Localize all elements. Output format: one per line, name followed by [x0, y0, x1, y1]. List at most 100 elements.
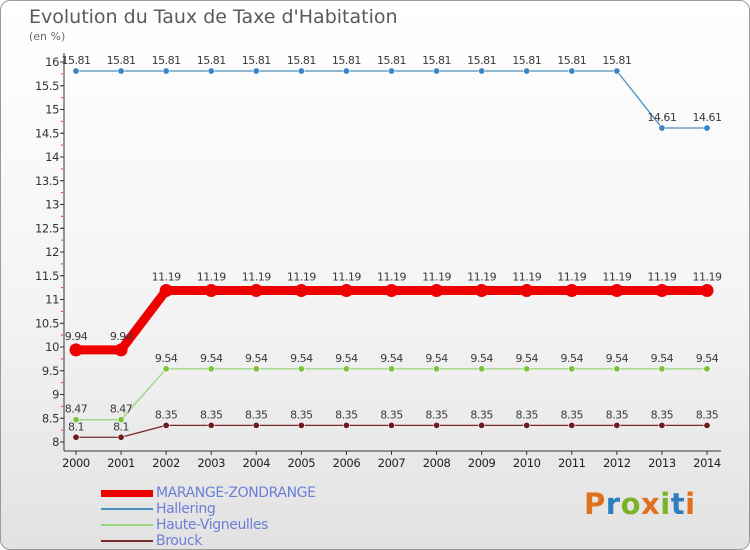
- data-point-brouck: [342, 421, 350, 429]
- data-label-marange-zondrange: 11.19: [152, 270, 181, 283]
- data-label-hallering: 14.61: [693, 111, 722, 124]
- data-point-hallering: [478, 67, 486, 75]
- data-label-hallering: 14.61: [647, 111, 676, 124]
- data-label-marange-zondrange: 11.19: [377, 270, 406, 283]
- data-label-marange-zondrange: 11.19: [422, 270, 451, 283]
- data-label-marange-zondrange: 11.19: [602, 270, 631, 283]
- data-label-haute-vigneulles: 9.54: [561, 352, 584, 365]
- y-tick-label: 11.5: [35, 269, 59, 283]
- y-tick-label: 10.5: [35, 316, 59, 330]
- data-label-hallering: 15.81: [557, 54, 586, 67]
- data-point-haute-vigneulles: [117, 416, 125, 424]
- data-label-brouck: 8.35: [245, 408, 268, 421]
- data-label-marange-zondrange: 11.19: [287, 270, 316, 283]
- data-point-brouck: [207, 421, 215, 429]
- logo-letter: t: [670, 487, 686, 521]
- data-label-brouck: 8.1: [113, 420, 129, 433]
- data-point-hallering: [613, 67, 621, 75]
- data-point-hallering: [387, 67, 395, 75]
- x-tick-label: 2002: [152, 456, 180, 470]
- data-point-haute-vigneulles: [342, 365, 350, 373]
- data-point-brouck: [252, 421, 260, 429]
- data-label-brouck: 8.35: [651, 408, 674, 421]
- data-label-brouck: 8.1: [68, 420, 84, 433]
- legend-label: Brouck: [156, 533, 202, 549]
- x-tick-label: 2001: [107, 456, 135, 470]
- x-tick-label: 2000: [62, 456, 90, 470]
- data-point-marange-zondrange: [69, 343, 83, 357]
- x-tick-label: 2003: [197, 456, 225, 470]
- data-label-hallering: 15.81: [422, 54, 451, 67]
- series-line-hallering: [76, 70, 707, 129]
- data-point-marange-zondrange: [339, 283, 353, 297]
- x-ticks: 2000 2001 2002 2003 2004 2005 2006 2007 2008 2009…: [62, 451, 721, 470]
- data-point-hallering: [568, 67, 576, 75]
- y-tick-label: 11: [45, 293, 59, 307]
- data-label-hallering: 15.81: [467, 54, 496, 67]
- x-tick-label: 2013: [648, 456, 676, 470]
- data-label-haute-vigneulles: 9.54: [606, 352, 629, 365]
- legend-swatch: [101, 540, 153, 542]
- data-point-haute-vigneulles: [297, 365, 305, 373]
- data-label-brouck: 8.35: [425, 408, 448, 421]
- data-label-marange-zondrange: 11.19: [647, 270, 676, 283]
- data-label-marange-zondrange: 11.19: [467, 270, 496, 283]
- proxiti-logo: Proxiti: [584, 487, 696, 521]
- data-point-brouck: [658, 421, 666, 429]
- y-tick-label: 12.5: [35, 221, 59, 235]
- data-label-haute-vigneulles: 9.54: [651, 352, 674, 365]
- logo-letter: i: [660, 487, 671, 521]
- data-point-brouck: [297, 421, 305, 429]
- data-label-brouck: 8.35: [515, 408, 538, 421]
- data-label-haute-vigneulles: 9.54: [470, 352, 493, 365]
- x-tick-label: 2014: [693, 456, 721, 470]
- data-point-brouck: [523, 421, 531, 429]
- data-point-marange-zondrange: [610, 283, 624, 297]
- data-point-haute-vigneulles: [523, 365, 531, 373]
- data-point-marange-zondrange: [204, 283, 218, 297]
- data-point-brouck: [162, 421, 170, 429]
- data-point-marange-zondrange: [249, 283, 263, 297]
- chart-title: Evolution du Taux de Taxe d'Habitation: [29, 6, 398, 28]
- data-label-marange-zondrange: 11.19: [512, 270, 541, 283]
- data-point-marange-zondrange: [159, 283, 173, 297]
- data-label-hallering: 15.81: [377, 54, 406, 67]
- data-point-marange-zondrange: [114, 343, 128, 357]
- data-label-haute-vigneulles: 9.54: [290, 352, 313, 365]
- data-label-hallering: 15.81: [107, 54, 136, 67]
- data-point-hallering: [117, 67, 125, 75]
- data-label-haute-vigneulles: 9.54: [425, 352, 448, 365]
- data-point-brouck: [72, 433, 80, 441]
- x-tick-label: 2007: [378, 456, 406, 470]
- legend-item-haute-vigneulles: Haute-Vigneulles: [101, 517, 316, 533]
- data-label-haute-vigneulles: 9.54: [696, 352, 719, 365]
- legend-swatch: [101, 489, 153, 497]
- data-label-hallering: 15.81: [197, 54, 226, 67]
- data-label-haute-vigneulles: 9.54: [515, 352, 538, 365]
- legend-swatch: [101, 524, 153, 526]
- data-point-brouck: [568, 421, 576, 429]
- data-point-marange-zondrange: [655, 283, 669, 297]
- y-tick-label: 14.5: [35, 126, 59, 140]
- data-label-marange-zondrange: 9.94: [110, 330, 133, 343]
- data-label-brouck: 8.35: [335, 408, 358, 421]
- data-label-haute-vigneulles: 9.54: [200, 352, 223, 365]
- x-tick-label: 2005: [288, 456, 316, 470]
- legend-item-brouck: Brouck: [101, 533, 316, 549]
- data-point-haute-vigneulles: [568, 365, 576, 373]
- data-label-hallering: 15.81: [602, 54, 631, 67]
- data-point-hallering: [297, 67, 305, 75]
- data-point-haute-vigneulles: [252, 365, 260, 373]
- y-tick-label: 15: [45, 103, 59, 117]
- data-label-haute-vigneulles: 8.47: [65, 403, 88, 416]
- data-point-hallering: [342, 67, 350, 75]
- y-tick-label: 16: [45, 55, 59, 69]
- legend-item-hallering: Hallering: [101, 501, 316, 517]
- data-label-hallering: 15.81: [332, 54, 361, 67]
- x-tick-label: 2006: [333, 456, 361, 470]
- data-label-brouck: 8.35: [696, 408, 719, 421]
- legend-label: MARANGE-ZONDRANGE: [156, 485, 316, 501]
- y-tick-label: 15.5: [35, 79, 59, 93]
